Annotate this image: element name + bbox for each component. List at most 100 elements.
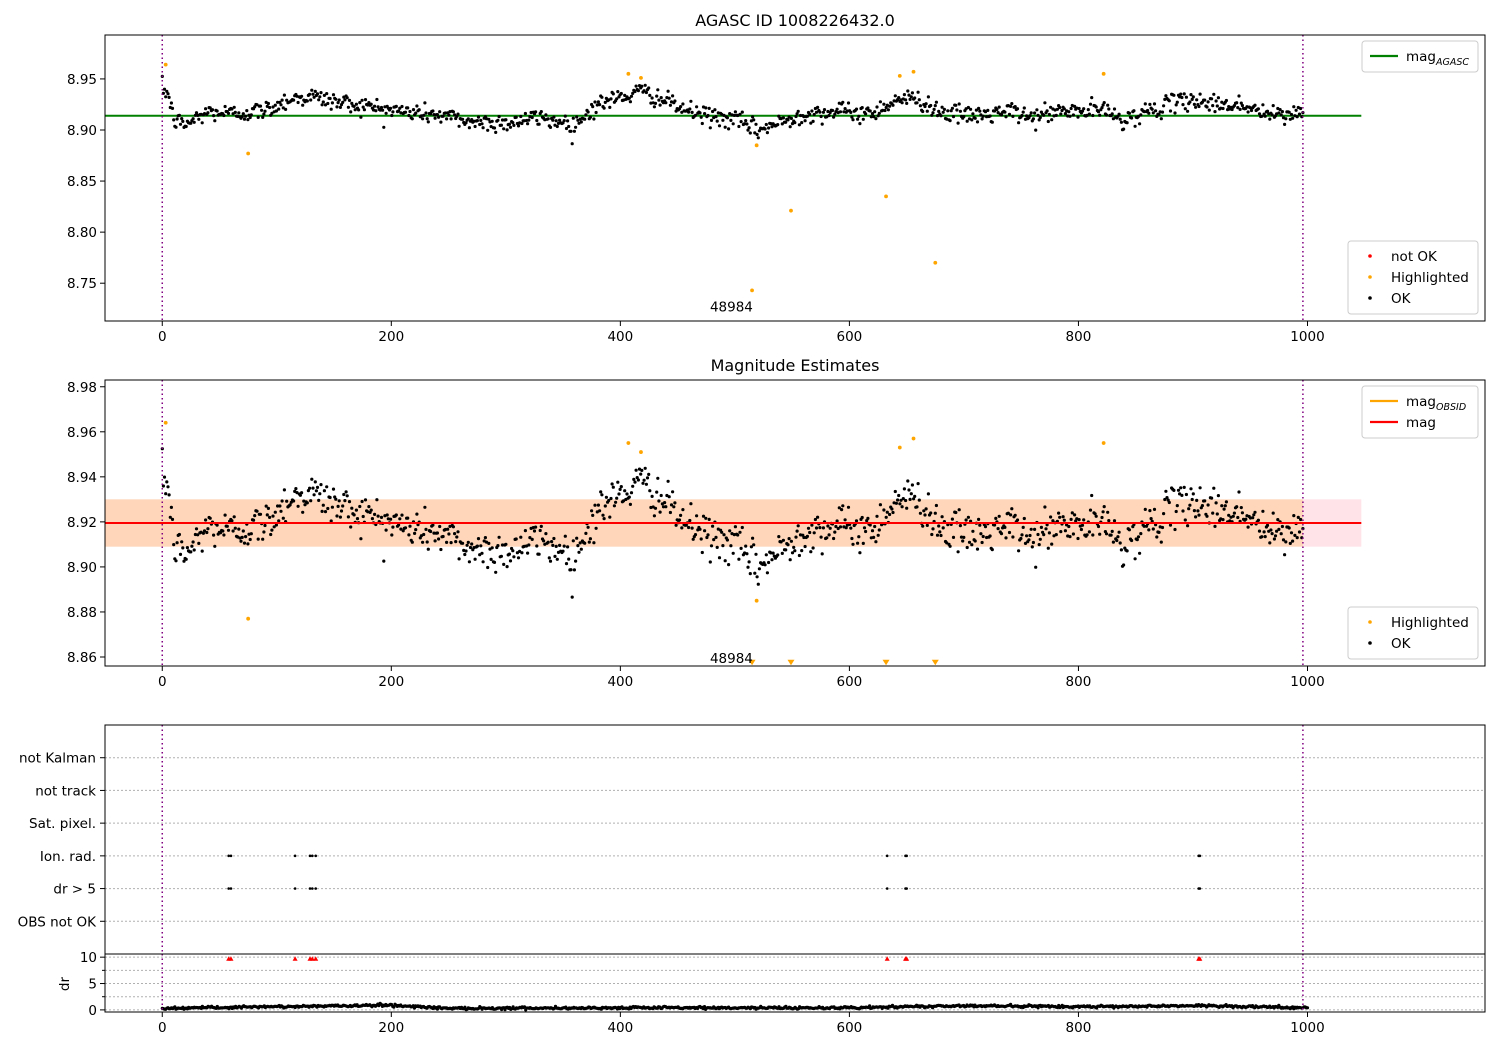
data-point [923,104,927,109]
data-point [401,529,405,533]
data-point [301,510,305,514]
data-point [993,523,997,527]
legend-label: mag [1406,415,1436,431]
data-point [1107,519,1111,523]
data-point [561,549,565,553]
data-point [1216,494,1220,498]
data-point [837,506,841,510]
data-point [709,118,714,122]
data-point [986,108,990,112]
data-point [811,546,815,550]
data-point [361,514,365,519]
data-point [905,506,909,510]
data-point [373,512,377,517]
data-point [539,110,543,114]
data-point [978,109,982,113]
data-point [832,115,836,119]
data-point [1189,487,1193,491]
data-point [578,541,582,545]
legend: magAGASC [1361,40,1479,73]
highlighted-point [626,441,631,445]
data-point [1087,530,1091,534]
data-point [1252,513,1256,517]
data-point [689,502,693,506]
data-point [770,125,774,129]
data-point [1090,96,1094,100]
data-point [930,532,934,537]
data-point [906,479,910,483]
data-point [281,106,285,110]
data-point [326,101,330,106]
data-point [1151,527,1155,531]
data-point [278,504,282,508]
data-point [399,527,403,531]
data-point [1031,540,1035,545]
data-point [611,485,615,489]
data-point [268,515,272,520]
data-point [544,113,548,117]
data-point [1090,493,1094,498]
data-point [249,113,253,117]
data-point [643,83,647,87]
data-point [857,114,861,118]
data-point [1122,563,1126,567]
data-point [939,533,943,538]
data-point [957,508,961,512]
data-point [284,107,288,111]
data-point [1071,113,1075,117]
data-point [875,514,879,518]
data-point [1173,111,1177,115]
data-point [1098,113,1102,117]
data-point [391,110,395,114]
data-point [349,110,353,114]
data-point [591,105,595,109]
data-point [1197,104,1201,109]
data-point [882,102,886,106]
data-point [679,105,683,109]
data-point [955,108,959,112]
data-point [1082,107,1086,111]
data-point [1157,530,1161,535]
data-point [415,104,419,108]
data-point [1063,112,1067,116]
data-point [698,527,702,531]
y-tick-label: 8.86 [67,650,97,666]
data-point [751,536,755,540]
data-point [809,550,813,554]
data-point [537,552,541,556]
data-point [633,480,637,484]
data-point [1068,535,1072,539]
data-point [230,107,234,111]
data-point [977,517,981,522]
data-point [1160,110,1165,114]
data-point [881,108,885,112]
data-point [231,529,235,533]
data-point [337,499,341,503]
data-point [821,526,826,530]
data-point [1080,523,1085,527]
data-point [166,485,170,489]
data-point [242,117,247,121]
data-point [822,108,827,112]
data-point [193,113,197,117]
data-point [666,479,670,483]
data-point [672,505,676,509]
data-point [470,542,474,546]
data-point [588,537,593,541]
data-point [489,557,493,562]
data-point [703,112,707,116]
data-point [990,548,994,552]
data-point [970,118,974,122]
data-point [1283,122,1287,126]
data-point [457,557,461,561]
data-point [208,516,212,520]
data-point [643,466,647,470]
data-point [1257,529,1262,533]
data-point [325,485,329,489]
data-point [872,535,876,540]
data-point [280,98,284,102]
data-point [681,508,685,512]
data-point [1163,497,1167,502]
data-point [548,125,553,129]
data-point [497,535,501,539]
